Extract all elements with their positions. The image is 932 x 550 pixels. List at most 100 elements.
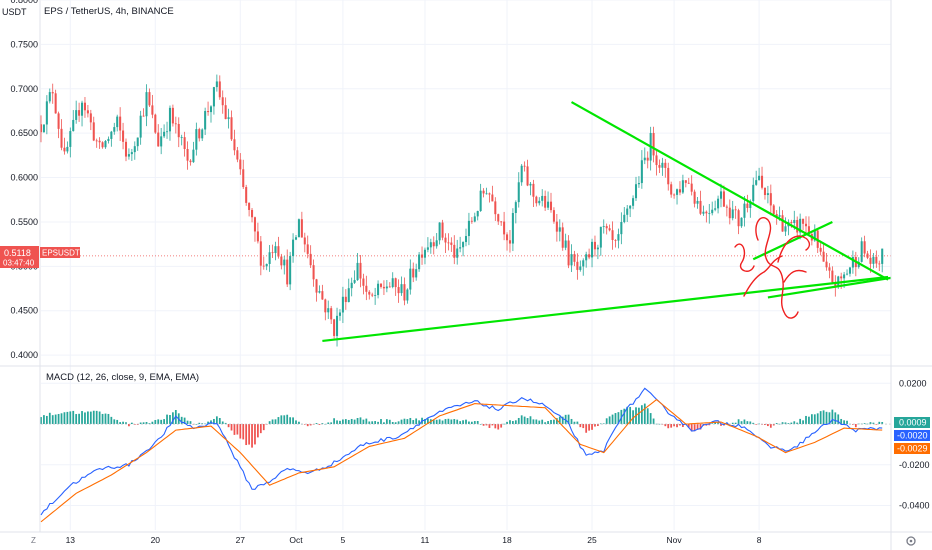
candle-body — [377, 283, 380, 296]
macd-histogram-bar — [787, 423, 790, 425]
macd-histogram-bar — [696, 424, 699, 430]
macd-histogram-bar — [122, 421, 124, 425]
candle-body — [168, 107, 171, 132]
candle-body — [673, 194, 676, 196]
candle — [101, 141, 104, 149]
candle-body — [230, 117, 233, 140]
macd-value-label: -0.0020 — [897, 431, 928, 441]
candle-body — [297, 219, 300, 238]
macd-histogram-bar — [356, 418, 359, 425]
candle-body — [63, 147, 66, 152]
macd-histogram-bar — [699, 424, 702, 430]
macd-histogram-bar — [482, 424, 485, 426]
candle — [552, 207, 555, 224]
macd-histogram-bar — [142, 422, 145, 425]
candle — [195, 122, 198, 156]
macd-histogram-bar — [468, 421, 470, 425]
macd-histogram-bar — [805, 415, 807, 425]
candle — [309, 245, 312, 269]
candle-body — [60, 128, 63, 148]
macd-histogram-bar — [828, 412, 831, 425]
candle — [344, 289, 347, 310]
macd-histogram-bar — [854, 424, 857, 428]
settings-gear-icon[interactable] — [906, 536, 916, 546]
candle — [464, 228, 468, 247]
candle — [661, 157, 664, 176]
candle-body — [637, 183, 640, 185]
candle — [303, 232, 306, 253]
candle — [338, 309, 341, 321]
macd-histogram-bar — [843, 420, 845, 425]
macd-histogram-bar — [251, 424, 253, 448]
candle — [66, 141, 69, 154]
candle — [145, 84, 148, 127]
candle — [576, 253, 579, 280]
candle-body — [690, 183, 693, 192]
candle — [347, 278, 350, 303]
macd-histogram-bar — [84, 412, 86, 425]
macd-histogram-bar — [652, 418, 655, 425]
candle-body — [555, 221, 558, 232]
candle — [415, 263, 418, 281]
macd-histogram-bar — [476, 421, 479, 425]
macd-histogram-bar — [321, 423, 324, 425]
candle — [365, 275, 368, 301]
candle-body — [828, 267, 831, 271]
candle-body — [552, 210, 555, 222]
candle-body — [693, 191, 696, 204]
macd-histogram-bar — [438, 419, 441, 425]
candle-body — [462, 242, 465, 248]
candle — [629, 205, 632, 218]
candle-body — [212, 87, 215, 107]
candle-body — [872, 256, 875, 264]
candle — [204, 107, 207, 136]
macd-histogram-bar — [306, 424, 309, 427]
macd-histogram-bar — [646, 408, 649, 425]
macd-histogram-bar — [183, 417, 186, 425]
candle-body — [684, 180, 687, 183]
candle — [526, 159, 529, 187]
candle — [69, 127, 72, 158]
candle — [110, 130, 113, 147]
time-tick-label: 20 — [151, 535, 161, 545]
candle-body — [772, 205, 775, 215]
macd-histogram-bar — [852, 424, 854, 425]
candle — [863, 235, 866, 258]
candle-body — [277, 246, 280, 257]
candle-body — [614, 239, 617, 241]
candle — [124, 138, 128, 162]
candle — [377, 280, 380, 299]
ticker-badge[interactable]: 0.5118 03:47:40 EPSUSDT — [0, 246, 80, 268]
macd-histogram-bar — [139, 422, 142, 425]
trendline-annotations — [322, 101, 892, 343]
candle-body — [113, 127, 116, 132]
candle-body — [154, 114, 157, 133]
macd-histogram-bar — [45, 415, 48, 425]
candle-body — [728, 207, 731, 219]
candle-body — [869, 257, 872, 264]
macd-histogram-bar — [764, 424, 766, 426]
candle — [426, 237, 429, 253]
candle — [116, 114, 119, 132]
macd-histogram-bar — [136, 424, 139, 425]
candle — [555, 213, 558, 242]
candle — [215, 74, 218, 92]
candle — [423, 247, 426, 265]
candle-body — [186, 149, 189, 161]
candle-body — [221, 97, 224, 106]
candle — [327, 300, 330, 319]
candle-body — [227, 117, 230, 120]
macd-histogram-bar — [781, 422, 784, 425]
last-price-label: 0.5118 — [4, 248, 31, 258]
macd-histogram-bar — [869, 422, 872, 425]
macd-histogram-bar — [40, 417, 42, 425]
candle-body — [406, 289, 409, 301]
macd-histogram-bar — [535, 419, 538, 425]
candle — [406, 288, 409, 304]
histogram-value-label: 0.0009 — [899, 418, 927, 428]
macd-histogram-bar — [435, 419, 438, 425]
candle-body — [491, 194, 494, 202]
candle — [72, 110, 75, 132]
candle — [186, 141, 189, 170]
